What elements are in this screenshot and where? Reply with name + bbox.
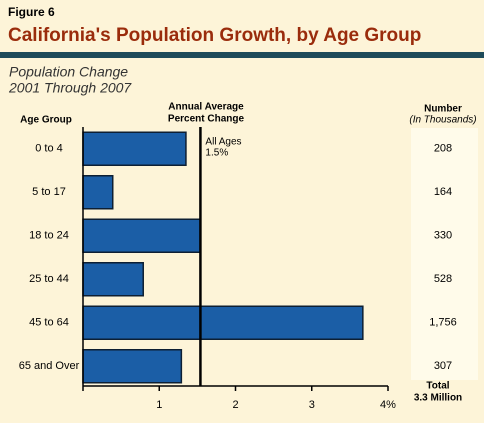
number-label: 208 [434, 143, 452, 155]
reference-label: 1.5% [205, 148, 228, 159]
number-column [411, 128, 478, 380]
total-label: Total [426, 381, 449, 392]
number-label: 1,756 [429, 317, 457, 329]
x-tick-label: 4% [380, 399, 396, 411]
y-tick-label: 45 to 64 [29, 317, 69, 329]
y-tick-label: 25 to 44 [29, 273, 69, 285]
bar [82, 349, 183, 384]
bar [82, 218, 202, 253]
number-label: 528 [434, 273, 452, 285]
header-rule [0, 52, 484, 58]
total-label: 3.3 Million [414, 393, 462, 404]
figure-label: Figure 6 [8, 5, 55, 19]
number-label: 307 [434, 360, 452, 372]
bar [82, 175, 114, 210]
x-tick-label: 3 [309, 399, 315, 411]
x-tick-label: 1 [156, 399, 162, 411]
bar [82, 305, 364, 340]
subtitle: Population Change [9, 64, 128, 80]
y-tick-label: 65 and Over [19, 360, 80, 372]
subtitle: 2001 Through 2007 [8, 80, 132, 96]
x-tick-label: 2 [232, 399, 238, 411]
bar [82, 131, 187, 166]
chart-title: California's Population Growth, by Age G… [8, 25, 421, 46]
number-label: 164 [434, 186, 452, 198]
number-label: 330 [434, 230, 452, 242]
y-tick-label: 5 to 17 [32, 186, 66, 198]
number-header: (In Thousands) [409, 115, 476, 126]
category-header: Age Group [20, 115, 72, 126]
y-tick-label: 18 to 24 [29, 230, 69, 242]
value-header: Annual Average [168, 102, 244, 113]
reference-label: All Ages [205, 137, 241, 148]
number-header: Number [424, 104, 462, 115]
value-header: Percent Change [168, 114, 245, 125]
y-tick-label: 0 to 4 [35, 143, 63, 155]
bar [82, 262, 144, 297]
